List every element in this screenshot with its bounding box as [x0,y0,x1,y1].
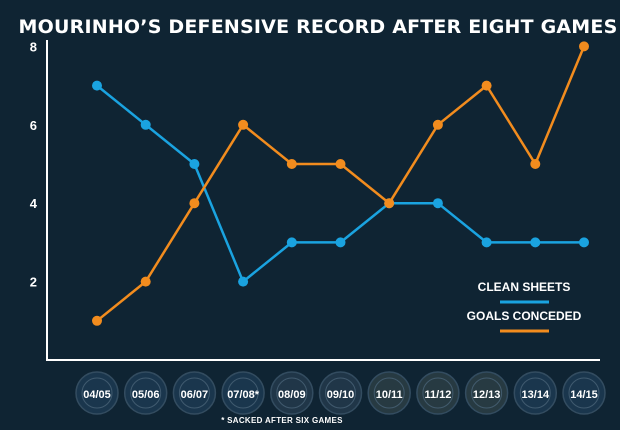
goals-conceded-point [384,198,395,209]
clean-sheets-point [92,80,102,91]
goals-conceded-point [92,315,102,326]
x-tick-label: 11/12 [424,389,451,401]
chelsea-badge-icon [562,371,606,415]
real-madrid-badge-icon [416,371,460,415]
x-tick-label: 10/11 [376,389,403,401]
goals-conceded-point [530,159,541,169]
x-tick-label: 12/13 [473,389,501,401]
y-tick-label: 8 [30,39,37,54]
real-madrid-badge-icon [464,371,509,415]
x-tick-label: 09/10 [327,389,355,401]
x-tick-label: 13/14 [522,389,550,401]
goals-conceded-legend-label: GOALS CONCEDED [467,309,582,323]
goals-conceded-point [432,119,443,130]
goals-conceded-point [238,119,249,130]
clean-sheets-line [96,84,584,283]
clean-sheets-point [432,198,443,209]
clean-sheets-point [335,237,346,248]
clean-sheets-point [579,237,589,248]
clean-sheets-point [238,276,249,287]
clean-sheets-point [140,119,151,130]
chelsea-badge-icon [513,371,558,415]
x-tick-label: 05/06 [132,389,160,401]
goals-conceded-point [189,198,200,209]
goals-conceded-point [286,159,297,169]
footnote: * SACKED AFTER SIX GAMES [221,416,343,425]
chelsea-badge-icon [75,371,119,415]
goals-conceded-point [481,80,492,91]
x-tick-label: 14/15 [570,389,598,401]
series-layer [92,41,589,326]
x-tick-label: 04/05 [83,389,111,401]
chart-title: MOURINHO’S DEFENSIVE RECORD AFTER EIGHT … [19,16,618,38]
x-tick-label: 07/08* [227,389,260,401]
axes [46,40,600,361]
y-tick-labels: 2 4 6 8 [30,39,38,289]
x-tick-label: 08/09 [278,389,306,401]
goals-conceded-point [579,41,589,52]
clean-sheets-point [481,237,492,248]
clean-sheets-point [286,237,297,248]
clean-sheets-point [530,237,541,248]
clean-sheets-series [92,80,589,287]
x-tick-labels: 04/05 05/06 06/07 07/08* 08/09 09/10 10/11 11/1… [83,389,598,401]
clean-sheets-legend-label: CLEAN SHEETS [478,280,571,294]
chelsea-badge-icon [123,371,168,415]
y-tick-label: 2 [30,275,37,290]
inter-badge-icon [270,371,314,415]
clean-sheets-point [189,159,200,169]
goals-conceded-point [335,159,346,169]
chelsea-badge-icon [221,371,265,415]
legend: CLEAN SHEETS GOALS CONCEDED [467,280,582,333]
goals-conceded-point [140,276,151,287]
y-tick-label: 6 [30,118,37,133]
y-tick-label: 4 [30,196,38,211]
club-badges [75,371,606,415]
chelsea-badge-icon [172,371,217,415]
goals-conceded-series [92,41,589,326]
x-tick-label: 06/07 [181,389,209,401]
real-madrid-badge-icon [367,371,411,415]
inter-badge-icon [318,371,363,415]
